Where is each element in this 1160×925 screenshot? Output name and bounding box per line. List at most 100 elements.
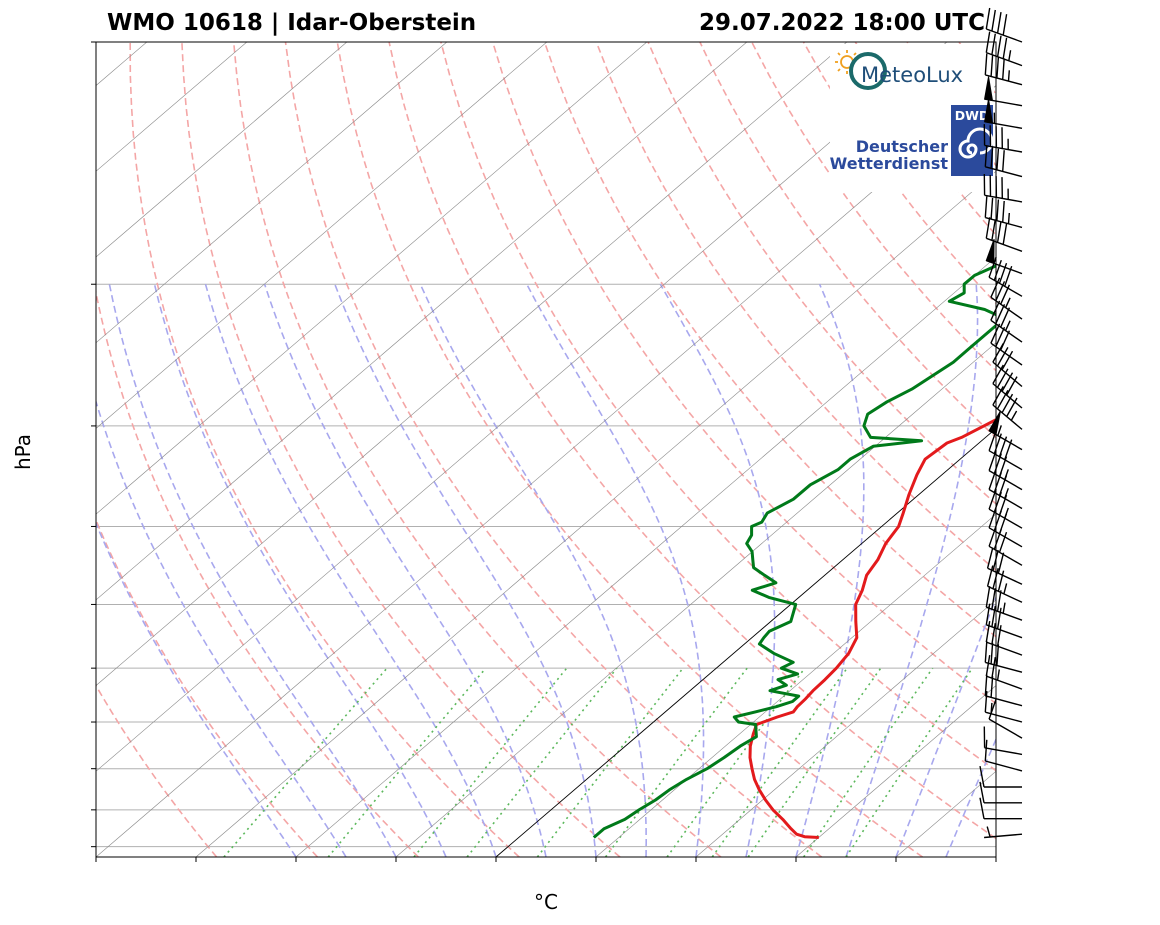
meteolux-logo: MeteoLux — [835, 50, 963, 90]
mixing-ratio-line — [845, 667, 973, 857]
dwd-name-line2: Wetterdienst — [830, 154, 949, 173]
wind-barb — [990, 323, 1023, 366]
dry-adiabat-line — [388, 42, 996, 840]
wind-barb — [988, 525, 1023, 566]
dry-adiabat-line — [750, 42, 996, 372]
dry-adiabat-line — [491, 42, 996, 705]
y-axis-label: hPa — [11, 434, 35, 470]
moist-adiabat-line — [96, 399, 347, 857]
dry-adiabat-line — [284, 42, 823, 857]
wind-barb — [984, 674, 1023, 707]
wind-barb — [988, 507, 1023, 548]
moist-adiabat-line — [96, 521, 297, 857]
moist-adiabat-line — [795, 283, 865, 857]
dry-adiabat-line — [595, 42, 996, 572]
swirl-icon — [958, 127, 994, 159]
moist-adiabats — [96, 283, 996, 857]
isotherm-line — [1096, 42, 1160, 857]
dry-adiabat-line — [440, 42, 996, 772]
isotherm-line — [96, 42, 848, 686]
x-axis — [95, 857, 997, 862]
wind-barb — [985, 7, 1023, 43]
isotherm-line — [595, 513, 996, 857]
wind-barb — [983, 173, 1023, 203]
dry-adiabat-line — [699, 42, 996, 439]
moist-adiabat-line — [108, 284, 397, 857]
dry-adiabat-line — [181, 42, 621, 857]
wind-barbs — [979, 7, 1023, 839]
dry-adiabat-line — [129, 42, 520, 857]
dry-adiabat-line — [647, 42, 996, 505]
moist-adiabat-line — [204, 283, 497, 857]
moist-adiabat-line — [419, 283, 647, 857]
wind-barb — [979, 797, 1022, 820]
dry-adiabat-line — [1114, 42, 1160, 857]
wind-barb — [988, 698, 1023, 739]
wind-barb — [983, 124, 1023, 153]
mixing-ratio-line — [536, 667, 684, 857]
isotherm-line — [96, 42, 448, 344]
wind-barb — [984, 826, 1023, 839]
wind-barb — [992, 343, 1023, 388]
isotherm-line — [795, 685, 996, 857]
wind-barb — [979, 765, 1022, 788]
dwd-logo: DWD Deutscher Wetterdienst — [830, 105, 994, 176]
wind-barb — [983, 726, 1023, 756]
wind-barb — [979, 781, 1022, 804]
isotherm-line — [96, 42, 748, 601]
moist-adiabat-line — [153, 284, 447, 857]
zero-isotherm — [495, 427, 996, 857]
isotherm-line — [695, 599, 996, 857]
mixing-ratio-line — [327, 667, 487, 857]
wind-barb — [984, 196, 1023, 229]
moist-adiabat-line — [659, 283, 776, 857]
wind-barb — [984, 53, 1023, 86]
wind-barb — [992, 386, 1023, 430]
chart-datetime: 29.07.2022 18:00 UTC — [699, 10, 985, 36]
wind-barb — [988, 430, 1023, 471]
wind-barb — [988, 256, 1023, 297]
wind-barb — [990, 277, 1023, 320]
wind-barb — [985, 586, 1023, 621]
dewpoint-profile — [592, 264, 996, 839]
wind-barb — [990, 300, 1023, 343]
wind-barb — [988, 488, 1023, 529]
isotherm-line — [96, 42, 948, 772]
y-axis — [91, 41, 96, 848]
dry-adiabat-line — [96, 518, 319, 857]
dry-adiabat-line — [1063, 42, 1160, 857]
wind-barb-pennant — [988, 410, 1001, 436]
isotherm-line — [195, 170, 996, 857]
dry-adiabat-line — [336, 42, 924, 857]
wind-barb — [984, 145, 1023, 178]
isotherms — [96, 42, 1160, 857]
moist-adiabat-line — [945, 737, 996, 857]
wind-barb — [984, 641, 1023, 673]
isotherm-line — [96, 42, 248, 172]
sounding-profiles — [592, 264, 996, 839]
wind-barb — [986, 565, 1023, 603]
wind-barb-pennant — [985, 238, 995, 265]
isotherm-line — [295, 256, 996, 857]
mixing-ratio-line — [711, 667, 848, 857]
mixing-ratio-line — [747, 667, 882, 857]
isotherm-line — [395, 342, 996, 857]
meteolux-ring-icon — [849, 52, 887, 90]
isotherm-line — [96, 42, 648, 515]
meteolux-label: MeteoLux — [861, 63, 963, 87]
wind-barb — [985, 603, 1023, 639]
wind-barb — [985, 620, 1023, 656]
dwd-badge-label: DWD — [955, 108, 990, 123]
wind-barb-pennant — [983, 99, 994, 124]
isotherm-line — [96, 42, 348, 258]
moist-adiabat-line — [334, 283, 597, 857]
logo-area: MeteoLux DWD Deutscher Wetterdienst — [830, 44, 994, 192]
mixing-ratio-line — [604, 667, 748, 857]
moist-adiabat-line — [845, 284, 979, 857]
chart-title: WMO 10618 | Idar-Oberstein — [107, 10, 476, 36]
mixing-ratio-line — [666, 667, 806, 857]
moist-adiabat-line — [526, 283, 705, 857]
dry-adiabat-line — [96, 288, 419, 857]
mixing-ratio-line — [803, 667, 934, 857]
